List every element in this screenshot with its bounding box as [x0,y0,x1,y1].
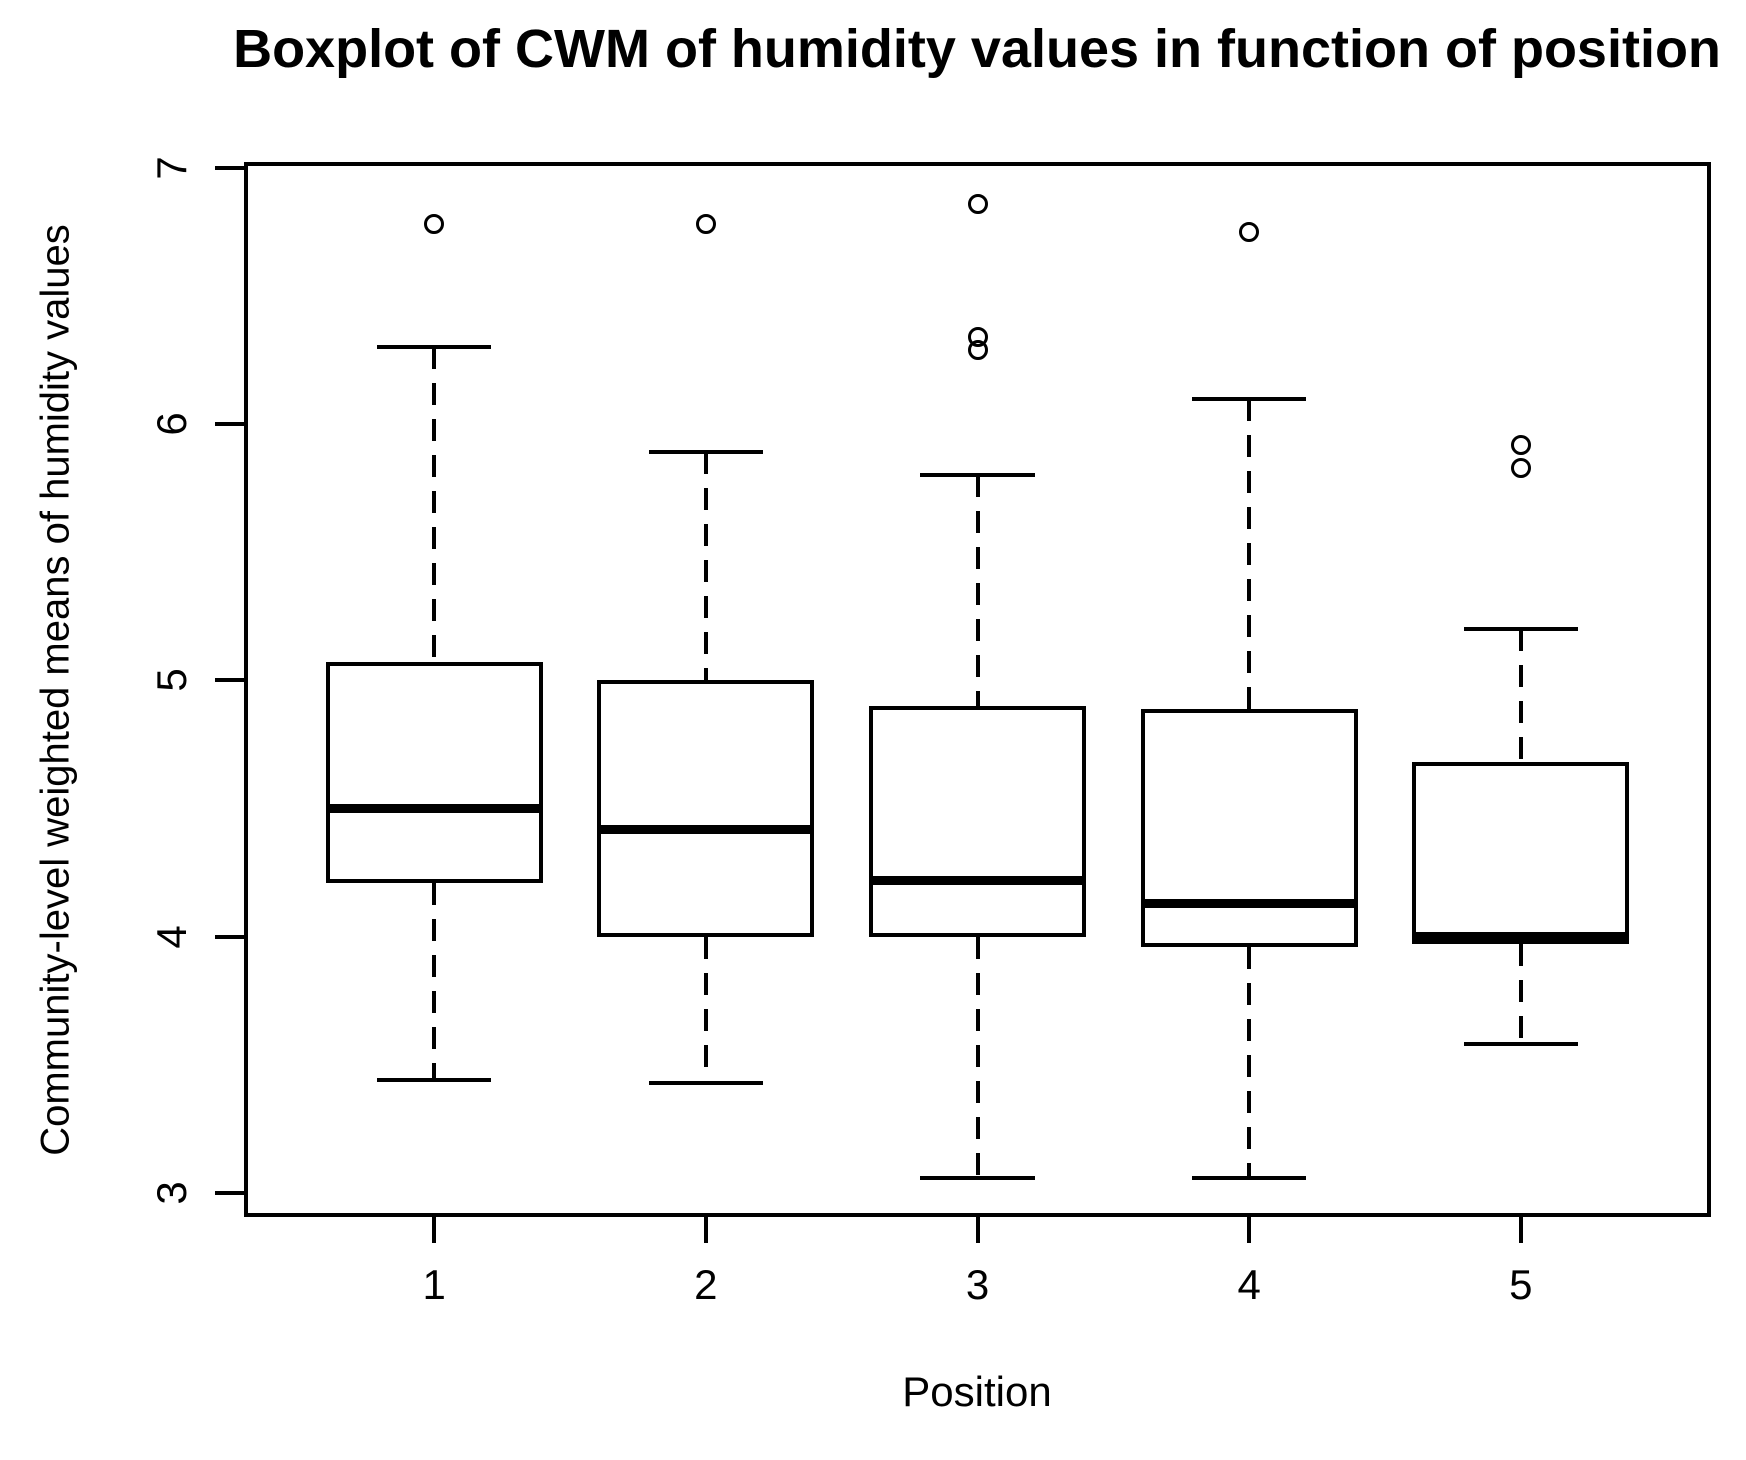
y-tick-label: 6 [148,412,195,436]
whisker-line-lower [1518,944,1523,1045]
median-line [597,824,815,834]
y-tick [215,1190,244,1195]
outlier-point [967,193,988,214]
boxplot-box [597,680,815,937]
boxplot-box [868,706,1087,937]
x-axis-label: Position [902,1368,1052,1415]
x-tick-label: 1 [422,1261,446,1308]
outlier-point [1510,457,1531,478]
median-line [1140,898,1358,908]
y-tick [215,934,244,939]
whisker-line-upper [432,347,437,663]
x-tick-label: 2 [694,1261,718,1308]
whisker-cap-lower [377,1078,492,1083]
y-tick-label: 7 [148,156,195,180]
x-tick [975,1217,980,1243]
y-tick [215,678,244,683]
median-line [1412,932,1630,942]
outlier-point [695,214,716,235]
y-axis-label: Community-level weighted means of humidi… [33,224,78,1156]
outlier-point [1239,221,1260,242]
whisker-cap-upper [1192,396,1307,401]
whisker-cap-upper [1463,627,1578,632]
y-tick-label: 3 [148,1181,195,1205]
whisker-line-lower [432,882,437,1081]
x-tick-label: 3 [965,1261,990,1308]
whisker-cap-upper [377,345,492,350]
boxplot-box [1412,762,1630,945]
whisker-line-upper [703,452,708,681]
boxplot-box [325,662,543,883]
whisker-cap-upper [920,473,1035,478]
y-tick [215,422,244,427]
outlier-point [967,327,988,348]
outlier-point [424,214,445,235]
x-tick [703,1217,708,1243]
y-tick [215,165,244,170]
whisker-cap-lower [648,1080,763,1085]
whisker-line-upper [975,475,980,707]
x-tick [1518,1217,1523,1243]
y-tick-label: 4 [148,924,195,949]
boxplot-box [1140,708,1358,947]
whisker-line-lower [703,936,708,1083]
whisker-line-upper [1518,629,1523,763]
x-tick-label: 5 [1509,1261,1533,1308]
whisker-cap-lower [1192,1175,1307,1180]
whisker-line-lower [1247,946,1252,1178]
whisker-line-upper [1247,398,1252,709]
median-line [325,804,543,814]
y-tick-label: 5 [148,668,195,693]
x-tick [1247,1217,1252,1243]
whisker-line-lower [975,936,980,1178]
whisker-cap-lower [1463,1042,1578,1047]
x-tick [432,1217,437,1243]
chart-title: Boxplot of CWM of humidity values in fun… [233,19,1721,79]
whisker-cap-lower [920,1175,1035,1180]
whisker-cap-upper [648,450,763,455]
outlier-point [1510,434,1531,455]
median-line [868,875,1087,885]
x-tick-label: 4 [1237,1261,1261,1308]
